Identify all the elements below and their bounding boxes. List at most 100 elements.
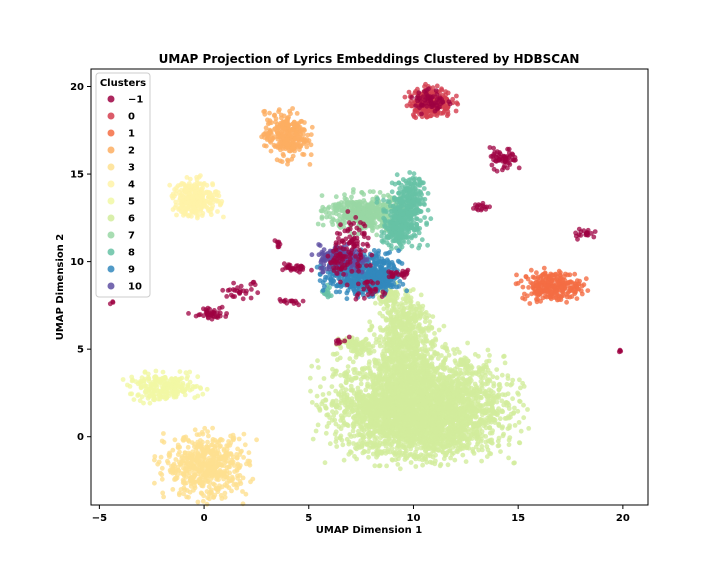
data-point bbox=[354, 341, 359, 347]
data-point bbox=[360, 344, 365, 350]
data-point bbox=[322, 460, 328, 466]
data-point bbox=[490, 374, 496, 380]
data-point bbox=[376, 463, 382, 469]
data-point bbox=[215, 209, 220, 214]
data-point bbox=[389, 332, 394, 337]
data-point bbox=[176, 492, 182, 498]
data-point bbox=[444, 405, 450, 411]
data-point bbox=[449, 435, 454, 440]
data-point bbox=[500, 392, 506, 397]
data-point bbox=[383, 317, 389, 323]
data-point bbox=[489, 437, 495, 443]
data-point bbox=[378, 386, 384, 391]
data-point bbox=[505, 376, 511, 381]
data-point bbox=[456, 382, 461, 388]
data-point bbox=[392, 363, 398, 369]
data-point bbox=[406, 433, 412, 438]
data-point bbox=[408, 460, 414, 465]
data-point bbox=[466, 379, 472, 384]
data-point bbox=[396, 366, 402, 372]
data-point bbox=[176, 468, 182, 474]
data-point bbox=[391, 339, 396, 344]
data-point bbox=[440, 344, 445, 350]
data-point bbox=[469, 428, 474, 433]
data-point bbox=[352, 454, 357, 459]
scatter-points bbox=[107, 81, 624, 507]
data-point bbox=[330, 351, 336, 357]
data-point bbox=[462, 403, 468, 408]
data-point bbox=[190, 453, 196, 458]
data-point bbox=[474, 429, 479, 434]
data-point bbox=[186, 464, 192, 470]
data-point bbox=[418, 360, 424, 366]
data-point bbox=[477, 404, 482, 410]
data-point bbox=[420, 371, 426, 377]
data-point bbox=[414, 446, 420, 452]
data-point bbox=[422, 334, 428, 340]
data-point bbox=[463, 386, 469, 392]
data-point bbox=[429, 361, 435, 366]
data-point bbox=[191, 465, 197, 471]
data-point bbox=[383, 356, 389, 362]
data-point bbox=[449, 452, 455, 457]
data-point bbox=[417, 305, 423, 310]
data-point bbox=[454, 387, 459, 392]
data-point bbox=[488, 451, 494, 457]
data-point bbox=[351, 348, 357, 354]
data-point bbox=[178, 487, 184, 492]
data-point bbox=[347, 343, 353, 349]
data-point bbox=[389, 292, 394, 298]
data-point bbox=[204, 489, 210, 494]
data-point bbox=[389, 457, 395, 462]
data-point bbox=[446, 352, 452, 358]
data-point bbox=[395, 423, 401, 428]
data-point bbox=[200, 465, 206, 471]
data-point bbox=[371, 332, 377, 338]
data-point bbox=[356, 411, 362, 417]
data-point bbox=[476, 435, 482, 441]
data-point bbox=[170, 487, 176, 492]
data-point bbox=[192, 427, 198, 433]
data-point bbox=[214, 457, 220, 463]
data-point bbox=[348, 377, 354, 382]
data-point bbox=[350, 359, 356, 365]
data-point bbox=[390, 404, 396, 410]
data-point bbox=[512, 405, 517, 411]
data-point bbox=[421, 398, 427, 404]
data-point bbox=[331, 413, 337, 419]
data-point bbox=[455, 394, 461, 400]
data-point bbox=[448, 455, 453, 461]
data-point bbox=[323, 397, 328, 403]
data-point bbox=[364, 441, 370, 447]
data-point bbox=[402, 432, 407, 438]
data-point bbox=[199, 461, 204, 467]
cluster-series-6 bbox=[307, 280, 532, 472]
data-point bbox=[473, 384, 479, 389]
data-point bbox=[343, 387, 349, 393]
data-point bbox=[231, 463, 237, 468]
data-point bbox=[159, 438, 165, 444]
data-point bbox=[334, 368, 339, 374]
data-point bbox=[441, 361, 447, 367]
data-point bbox=[431, 444, 437, 450]
data-point bbox=[323, 430, 329, 436]
data-point bbox=[456, 435, 461, 441]
data-point bbox=[510, 377, 516, 383]
data-point bbox=[424, 358, 429, 363]
data-point bbox=[387, 449, 393, 455]
data-point bbox=[161, 494, 167, 500]
data-point bbox=[405, 387, 411, 393]
data-point bbox=[419, 354, 424, 360]
data-point bbox=[502, 360, 508, 366]
data-point bbox=[213, 486, 219, 491]
data-point bbox=[176, 445, 181, 450]
data-point bbox=[448, 367, 453, 373]
data-point bbox=[425, 347, 431, 353]
data-point bbox=[487, 425, 493, 430]
data-point bbox=[383, 326, 389, 332]
data-point bbox=[214, 475, 220, 480]
data-point bbox=[382, 339, 387, 345]
data-point bbox=[361, 428, 367, 434]
data-point bbox=[468, 366, 474, 371]
